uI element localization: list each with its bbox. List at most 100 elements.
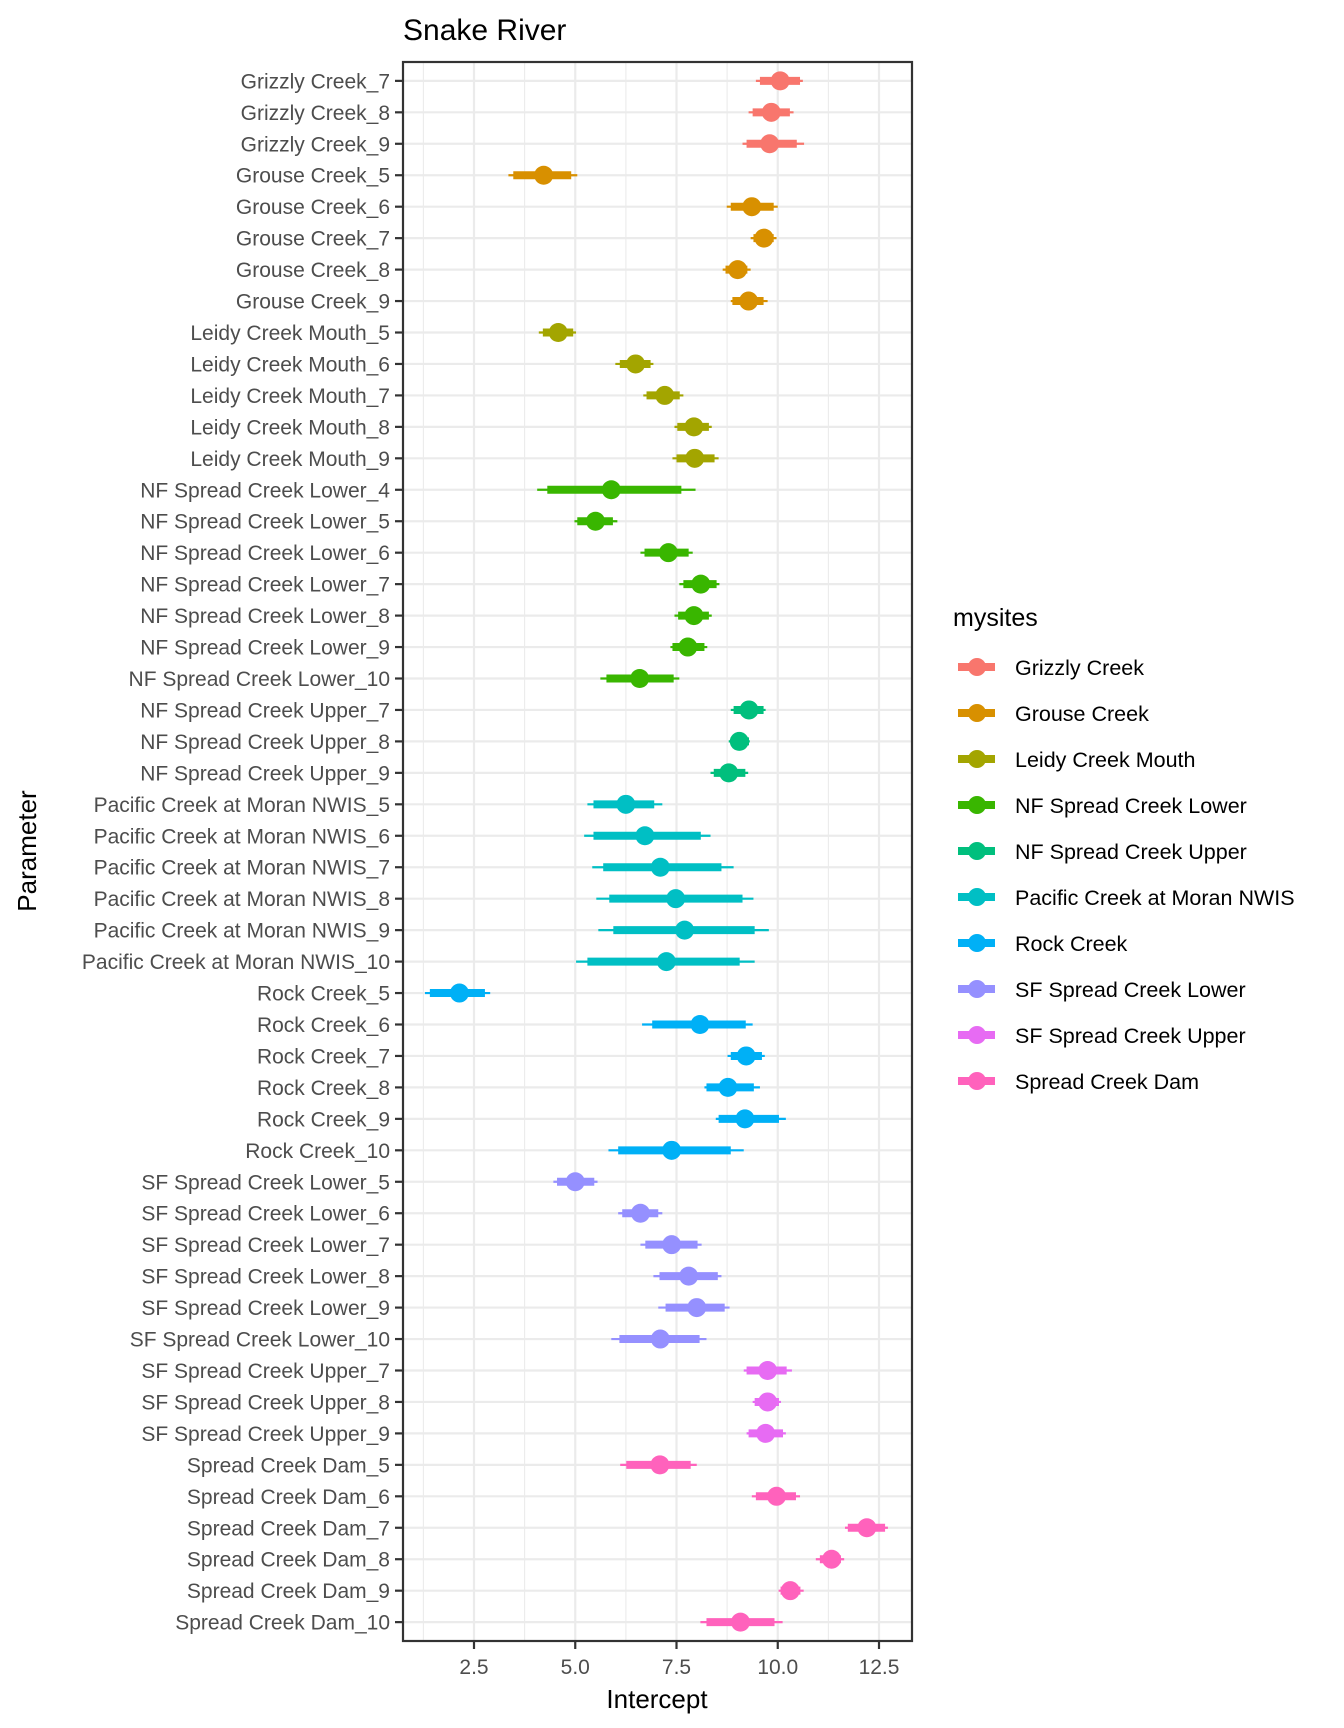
point-interval xyxy=(730,291,768,311)
legend-key-point xyxy=(968,750,986,768)
point-interval xyxy=(618,1203,663,1223)
x-tick-label: 12.5 xyxy=(859,1656,900,1679)
point-estimate xyxy=(650,1455,670,1475)
y-tick-label: Spread Creek Dam_7 xyxy=(187,1517,390,1540)
point-interval xyxy=(748,102,794,122)
legend-key-point xyxy=(968,842,986,860)
point-estimate xyxy=(675,920,695,940)
y-tick-label: NF Spread Creek Lower_10 xyxy=(129,668,390,691)
legend-item: Spread Creek Dam xyxy=(958,1070,1199,1094)
point-estimate xyxy=(770,71,790,91)
legend-key-point xyxy=(968,704,986,722)
y-tick-label: Rock Creek_9 xyxy=(257,1108,390,1131)
point-estimate xyxy=(658,543,678,563)
y-tick-label: Spread Creek Dam_9 xyxy=(187,1580,390,1603)
point-interval xyxy=(700,1612,783,1632)
point-estimate xyxy=(758,1360,778,1380)
point-interval xyxy=(815,1549,845,1569)
point-interval xyxy=(704,1077,760,1097)
point-estimate xyxy=(630,669,650,689)
y-tick-label: Grouse Creek_8 xyxy=(236,259,390,282)
y-tick-label: Leidy Creek Mouth_6 xyxy=(190,353,390,376)
legend-key-point xyxy=(968,1026,986,1044)
point-interval xyxy=(587,794,663,814)
data-marks xyxy=(424,71,888,1632)
point-interval xyxy=(658,1298,730,1318)
legend-key-icon xyxy=(958,796,995,814)
point-interval xyxy=(844,1518,888,1538)
y-tick-label: SF Spread Creek Lower_6 xyxy=(141,1203,390,1226)
point-interval xyxy=(640,543,693,563)
point-estimate xyxy=(690,1014,710,1034)
y-tick-label: SF Spread Creek Lower_7 xyxy=(141,1234,390,1257)
legend-label: NF Spread Creek Upper xyxy=(1015,840,1247,864)
y-tick-label: Pacific Creek at Moran NWIS_5 xyxy=(94,794,390,817)
y-tick-label: NF Spread Creek Lower_7 xyxy=(140,574,390,597)
x-axis: 2.5 5.0 7.5 10.0 12.5 xyxy=(459,1641,899,1679)
point-estimate xyxy=(857,1518,877,1538)
legend-key-point xyxy=(968,1072,986,1090)
point-estimate xyxy=(739,291,759,311)
point-interval xyxy=(742,134,805,154)
legend-label: Leidy Creek Mouth xyxy=(1015,748,1195,772)
point-interval xyxy=(710,763,749,783)
y-tick-label: SF Spread Creek Lower_10 xyxy=(130,1329,390,1352)
point-estimate xyxy=(736,1046,756,1066)
point-estimate xyxy=(666,889,686,909)
legend-label: NF Spread Creek Lower xyxy=(1015,794,1247,818)
y-tick-label: SF Spread Creek Lower_5 xyxy=(141,1171,390,1194)
point-interval xyxy=(608,1140,744,1160)
point-interval xyxy=(722,260,751,280)
point-interval xyxy=(538,323,577,343)
legend-key-icon xyxy=(958,934,995,952)
point-estimate xyxy=(655,385,675,405)
x-tick-label: 2.5 xyxy=(459,1656,488,1679)
point-estimate xyxy=(742,197,762,217)
legend-key-icon xyxy=(958,980,995,998)
point-estimate xyxy=(735,1109,755,1129)
point-estimate xyxy=(565,1172,585,1192)
legend-label: Grouse Creek xyxy=(1015,702,1149,726)
y-tick-label: Grizzly Creek_8 xyxy=(241,102,390,125)
point-interval xyxy=(620,1455,697,1475)
y-tick-label: SF Spread Creek Upper_8 xyxy=(141,1391,390,1414)
point-interval xyxy=(643,385,684,405)
point-interval xyxy=(728,731,750,751)
legend-key-point xyxy=(968,888,986,906)
point-estimate xyxy=(662,1140,682,1160)
y-tick-label: Leidy Creek Mouth_5 xyxy=(190,322,390,345)
point-interval xyxy=(537,480,696,500)
point-estimate xyxy=(650,1329,670,1349)
point-estimate xyxy=(730,1612,750,1632)
point-estimate xyxy=(685,448,705,468)
legend-key-point xyxy=(968,658,986,676)
point-estimate xyxy=(767,1486,787,1506)
y-tick-label: SF Spread Creek Lower_8 xyxy=(141,1266,390,1289)
point-interval xyxy=(730,700,766,720)
point-estimate xyxy=(679,1266,699,1286)
minor-gridlines xyxy=(422,62,829,1641)
legend-key-icon xyxy=(958,842,995,860)
panel-border xyxy=(401,60,914,1643)
legend-item: SF Spread Creek Lower xyxy=(958,978,1246,1002)
y-tick-label: Leidy Creek Mouth_7 xyxy=(190,385,390,408)
legend-key-point xyxy=(968,934,986,952)
x-tick-label: 10.0 xyxy=(757,1656,798,1679)
y-tick-label: NF Spread Creek Upper_9 xyxy=(140,762,390,785)
point-estimate xyxy=(754,228,774,248)
y-tick-label: Spread Creek Dam_5 xyxy=(187,1454,390,1477)
point-interval xyxy=(424,983,491,1003)
y-tick-label: NF Spread Creek Lower_4 xyxy=(140,479,390,502)
x-tick-label: 7.5 xyxy=(662,1656,691,1679)
point-estimate xyxy=(719,763,739,783)
point-interval xyxy=(611,1329,707,1349)
point-estimate xyxy=(691,574,711,594)
point-interval xyxy=(598,920,769,940)
point-interval xyxy=(553,1172,598,1192)
x-tick-label: 5.0 xyxy=(561,1656,590,1679)
legend-key-point xyxy=(968,796,986,814)
point-estimate xyxy=(534,165,554,185)
point-interval xyxy=(746,1423,786,1443)
legend-key-icon xyxy=(958,750,995,768)
y-tick-label: Rock Creek_5 xyxy=(257,983,390,1006)
